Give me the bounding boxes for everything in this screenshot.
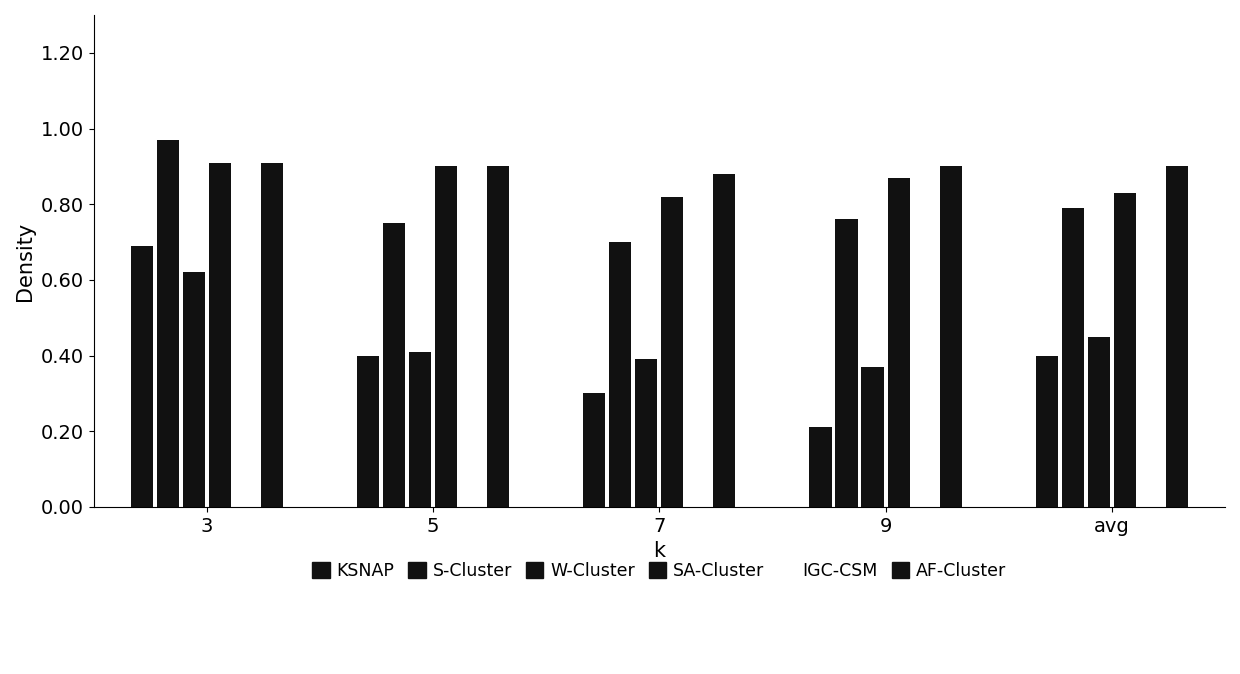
Bar [888,178,910,507]
Bar [661,197,683,507]
Bar [260,162,283,507]
X-axis label: k: k [653,541,666,561]
Bar [383,223,405,507]
Bar [409,352,432,507]
Bar [208,162,231,507]
Bar [130,246,153,507]
Bar [1087,336,1110,507]
Bar [1035,355,1058,507]
Bar [156,140,179,507]
Bar [435,166,458,507]
Bar [635,359,657,507]
Bar [1166,166,1188,507]
Bar [182,272,205,507]
Bar [940,166,962,507]
Bar [487,166,510,507]
Y-axis label: Density: Density [15,221,35,301]
Bar [713,174,735,507]
Bar [1114,193,1136,507]
Legend: KSNAP, S-Cluster, W-Cluster, SA-Cluster, IGC-CSM, AF-Cluster: KSNAP, S-Cluster, W-Cluster, SA-Cluster,… [305,555,1013,587]
Bar [810,427,832,507]
Bar [1061,208,1084,507]
Bar [609,242,631,507]
Bar [862,367,884,507]
Bar [357,355,379,507]
Bar [836,219,858,507]
Bar [583,394,605,507]
